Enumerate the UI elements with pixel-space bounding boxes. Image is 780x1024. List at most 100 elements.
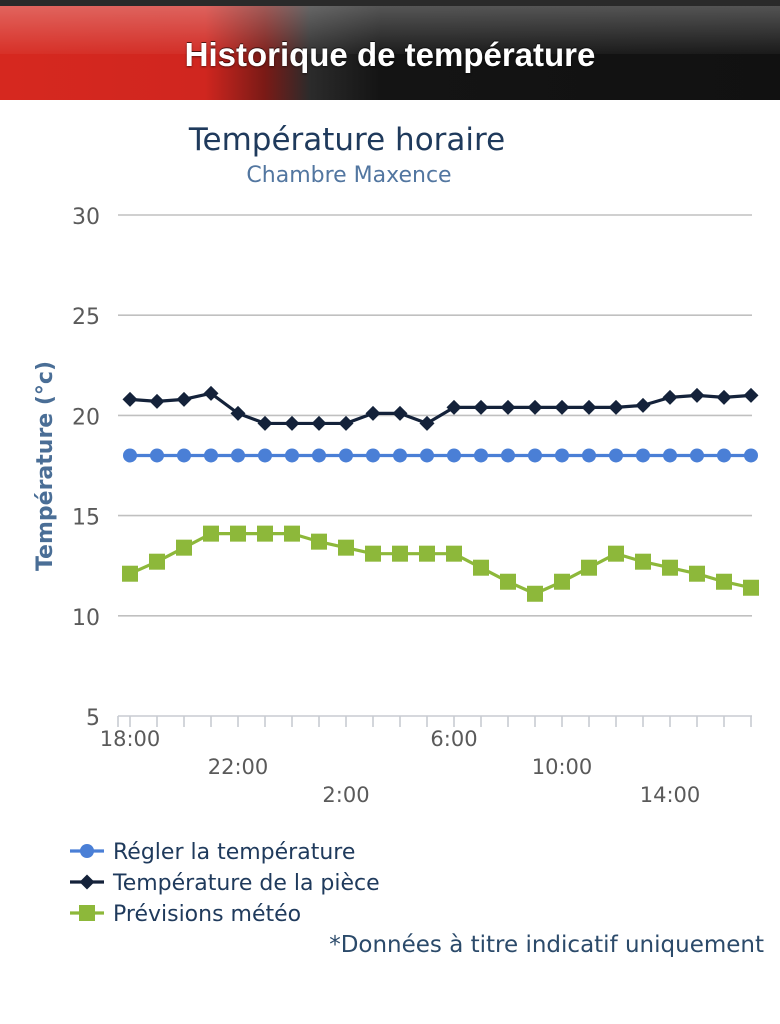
data-point [609, 448, 623, 463]
data-point [446, 545, 462, 562]
series-3 [122, 525, 759, 602]
chart-title: Température horaire [188, 122, 505, 158]
data-point [393, 448, 407, 463]
data-point [500, 399, 516, 415]
data-point [338, 539, 354, 556]
data-point [581, 559, 597, 576]
data-point [365, 405, 381, 421]
legend-marker [79, 874, 95, 890]
legend-item[interactable]: Température de la pièce [70, 871, 380, 896]
data-point [420, 448, 434, 463]
data-point [419, 415, 435, 431]
data-point [716, 389, 732, 405]
series-line [129, 532, 752, 596]
data-point [392, 545, 408, 562]
data-point [419, 545, 435, 562]
data-point [743, 387, 759, 403]
data-point [365, 545, 381, 562]
data-point [581, 399, 597, 415]
data-point [446, 399, 462, 415]
x-tick-label: 10:00 [532, 755, 593, 779]
legend-marker [79, 905, 95, 921]
data-point [123, 448, 137, 463]
data-point [500, 573, 516, 590]
app-header: Historique de température [0, 0, 780, 100]
data-point [311, 533, 327, 550]
data-point [312, 448, 326, 463]
data-point [608, 399, 624, 415]
data-point [257, 415, 273, 431]
data-point [447, 448, 461, 463]
series-2 [122, 385, 759, 431]
series-1 [123, 448, 758, 463]
y-tick-label: 10 [72, 606, 100, 631]
data-point [527, 585, 543, 602]
data-point [689, 565, 705, 582]
legend-item[interactable]: Prévisions météo [70, 902, 301, 927]
data-point [635, 553, 651, 570]
data-point [473, 399, 489, 415]
legend-label: Température de la pièce [112, 871, 380, 896]
data-point [204, 448, 218, 463]
x-tick-label: 14:00 [640, 783, 701, 807]
data-point [717, 448, 731, 463]
data-point [636, 448, 650, 463]
data-point [149, 393, 165, 409]
y-tick-label: 5 [86, 706, 100, 731]
data-point [582, 448, 596, 463]
data-point [554, 399, 570, 415]
y-axis-label: Température (°c) [33, 361, 58, 571]
page-title: Historique de température [184, 36, 596, 73]
data-point [284, 415, 300, 431]
x-tick-label: 22:00 [208, 755, 269, 779]
legend-marker [80, 844, 94, 858]
data-point [176, 391, 192, 407]
grid-lines [118, 214, 752, 717]
data-point [122, 391, 138, 407]
data-point [473, 559, 489, 576]
data-point [474, 448, 488, 463]
y-tick-label: 25 [72, 305, 100, 330]
data-point [608, 545, 624, 562]
data-point [555, 448, 569, 463]
y-tick-label: 15 [72, 506, 100, 531]
data-point [203, 385, 219, 401]
data-point [392, 405, 408, 421]
data-point [176, 539, 192, 556]
data-point [122, 565, 138, 582]
chart-subtitle: Chambre Maxence [246, 163, 451, 188]
legend-item[interactable]: Régler la température [70, 840, 355, 865]
data-point [203, 525, 219, 542]
data-point [258, 448, 272, 463]
legend-label: Prévisions météo [113, 902, 301, 927]
data-point [743, 579, 759, 596]
data-point [635, 397, 651, 413]
x-tick-label: 6:00 [430, 727, 477, 751]
data-point [150, 448, 164, 463]
x-tick-label: 18:00 [100, 727, 161, 751]
data-point [662, 389, 678, 405]
x-tick-label: 2:00 [322, 783, 369, 807]
data-point [527, 399, 543, 415]
data-point [231, 448, 245, 463]
data-point [662, 559, 678, 576]
y-tick-label: 30 [72, 205, 100, 230]
data-point [177, 448, 191, 463]
data-point [311, 415, 327, 431]
legend: Régler la température Température de la p… [70, 840, 380, 927]
data-point [230, 405, 246, 421]
series-layer [122, 385, 759, 602]
data-point [257, 525, 273, 542]
legend-label: Régler la température [113, 840, 355, 865]
axes: 5 10 15 20 25 30 18:00 22:00 2:00 6:00 10:00 14:00 [72, 205, 752, 807]
data-point [285, 448, 299, 463]
data-point [744, 448, 758, 463]
data-point [554, 573, 570, 590]
y-tick-label: 20 [72, 405, 100, 430]
data-point [230, 525, 246, 542]
data-point [716, 573, 732, 590]
data-point [501, 448, 515, 463]
data-point [338, 415, 354, 431]
data-point [663, 448, 677, 463]
